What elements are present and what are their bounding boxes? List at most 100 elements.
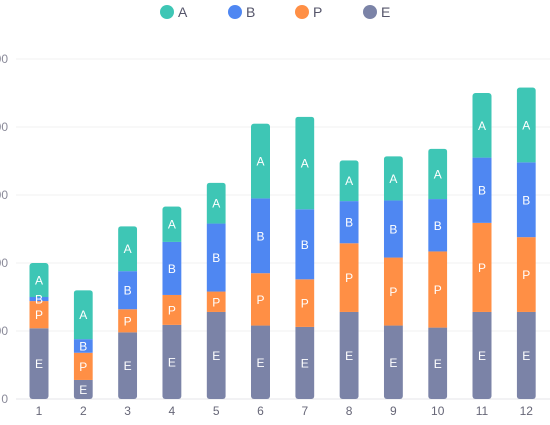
bar-stack — [516, 87, 536, 399]
bar-segment-label: A — [301, 157, 309, 171]
bar-segment-b — [73, 339, 93, 353]
x-tick-label: 3 — [124, 404, 131, 418]
bar-segment-label: P — [434, 283, 442, 297]
bar-segment-b — [472, 157, 492, 223]
bar-segment-p — [428, 251, 448, 328]
bar-segment-e — [472, 311, 492, 399]
bar-stack — [162, 206, 182, 399]
x-tick-label: 2 — [80, 404, 87, 418]
legend-label: E — [381, 4, 390, 20]
x-tick-label: 11 — [476, 404, 489, 418]
gridlines — [16, 58, 550, 400]
bar-segment-p — [251, 273, 270, 326]
y-tick-label: 300 — [0, 188, 8, 202]
bar-segment-b — [516, 162, 536, 238]
bar-segment-p — [73, 352, 93, 380]
bar-stack — [251, 123, 270, 399]
bar-segment-label: P — [522, 268, 530, 282]
legend-item-e[interactable]: E — [363, 4, 390, 20]
bar-segment-a — [472, 93, 492, 158]
bar-segment-label: P — [478, 261, 486, 275]
bar-segment-a — [251, 123, 270, 199]
bar-segment-label: A — [522, 118, 530, 132]
bar-segment-b — [339, 201, 359, 244]
bar-segment-b — [383, 200, 403, 258]
bar-segment-label: P — [124, 314, 132, 328]
bar-segment-label: E — [478, 349, 486, 363]
bar-segment-e — [295, 326, 315, 399]
bar-segment-label: P — [79, 360, 87, 374]
bar-segment-a — [206, 182, 226, 224]
bar-segment-label: B — [301, 238, 309, 252]
y-axis-ticks: 0 100 200 300 400 500 — [0, 52, 8, 406]
bar-segment-b — [428, 199, 448, 252]
bar-segment-label: E — [35, 357, 43, 371]
legend-item-p[interactable]: P — [295, 4, 322, 20]
bar-stack — [339, 160, 359, 399]
bar-segment-p — [339, 243, 359, 312]
bar-segment-label: B — [478, 184, 486, 198]
bar-segment-label: E — [79, 383, 87, 397]
x-axis-ticks: 1 2 3 4 5 6 7 8 9 10 11 12 — [36, 404, 534, 418]
bar-segment-e — [516, 311, 536, 399]
y-tick-label: 0 — [1, 392, 8, 406]
bar-segment-b — [206, 223, 226, 292]
bar-segment-e — [29, 328, 49, 399]
bar-stack — [206, 182, 226, 399]
x-tick-label: 12 — [520, 404, 534, 418]
bar-segment-label: E — [434, 357, 442, 371]
bar-segment-label: B — [124, 284, 132, 298]
bar-segment-a — [295, 116, 315, 210]
legend-swatch — [363, 5, 377, 19]
bar-segment-a — [383, 156, 403, 201]
bar-segment-label: B — [389, 223, 397, 237]
bar-segment-label: A — [434, 167, 442, 181]
x-tick-label: 9 — [390, 404, 397, 418]
x-tick-label: 5 — [213, 404, 220, 418]
bar-segment-e — [162, 324, 182, 399]
bar-segment-p — [162, 294, 182, 325]
bar-segment-label: P — [389, 285, 397, 299]
bar-segment-p — [206, 291, 226, 312]
bar-stack — [29, 263, 49, 399]
bar-segment-label: P — [168, 303, 176, 317]
bar-segment-a — [29, 263, 49, 297]
legend-swatch — [160, 5, 174, 19]
bar-segment-label: A — [35, 274, 43, 288]
bar-segment-e — [206, 311, 226, 399]
bar-segment-label: E — [168, 355, 176, 369]
bar-segment-b — [29, 297, 49, 302]
bar-segment-p — [295, 279, 315, 327]
bar-segment-a — [162, 206, 182, 242]
bar-stack — [118, 226, 138, 399]
bar-segment-label: A — [389, 172, 397, 186]
bar-segment-label: B — [522, 193, 530, 207]
legend-swatch — [228, 5, 242, 19]
bar-segment-label: A — [124, 242, 132, 256]
bar-stack — [428, 148, 448, 399]
bar-segment-label: P — [256, 293, 264, 307]
bar-segment-label: P — [301, 297, 309, 311]
bar-segment-label: B — [434, 219, 442, 233]
bar-segment-label: E — [124, 359, 132, 373]
legend-item-a[interactable]: A — [160, 4, 188, 20]
y-tick-label: 500 — [0, 52, 8, 66]
bar-stack — [472, 93, 492, 399]
bar-segment-label: E — [345, 349, 353, 363]
bar-segment-b — [118, 271, 138, 310]
legend-swatch — [295, 5, 309, 19]
bar-segment-label: A — [256, 155, 264, 169]
bar-segment-e — [251, 325, 270, 399]
bar-segment-p — [383, 257, 403, 326]
bar-segment-b — [295, 209, 315, 280]
bar-segment-label: B — [345, 216, 353, 230]
bar-segment-b — [162, 241, 182, 295]
bar-segment-label: A — [212, 197, 220, 211]
bar-segment-b — [251, 198, 270, 274]
x-tick-label: 8 — [346, 404, 353, 418]
x-tick-label: 7 — [301, 404, 308, 418]
bar-segment-label: B — [35, 293, 43, 307]
legend-item-b[interactable]: B — [228, 4, 255, 20]
